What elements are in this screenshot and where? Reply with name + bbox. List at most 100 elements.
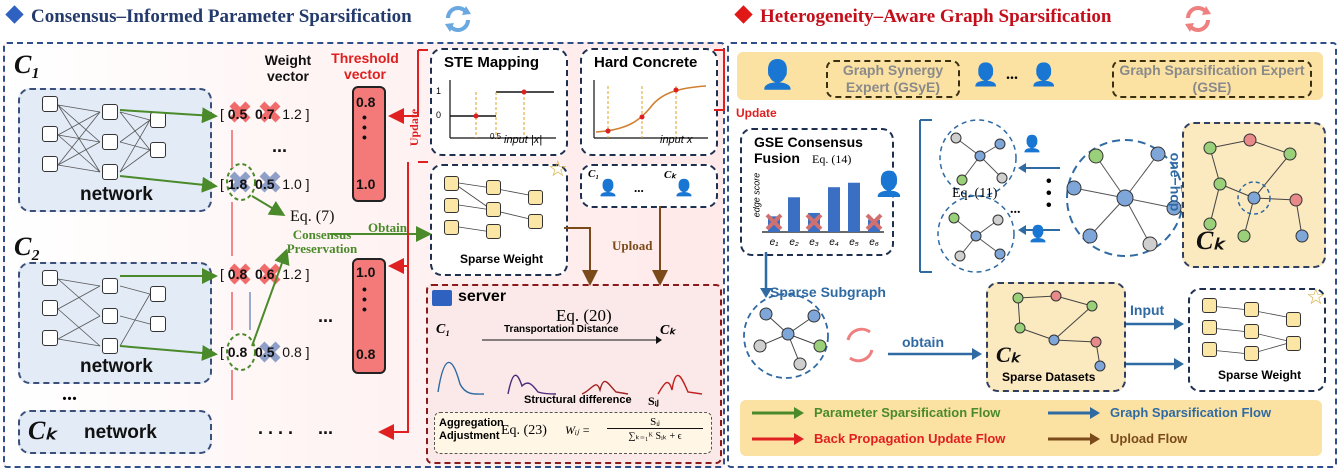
client-ck-network-label: network bbox=[84, 422, 157, 443]
threshold-value: 1.0 bbox=[356, 264, 376, 280]
user-icon: 👤 bbox=[674, 180, 694, 197]
sparse-weight-box-left: Sparse Weight bbox=[430, 164, 568, 276]
obtain-label: Obtain bbox=[368, 220, 408, 235]
one-hop-label: one−hop bbox=[1167, 152, 1184, 212]
red-diamond-icon bbox=[734, 5, 753, 24]
server-ck-label: Cₖ bbox=[660, 323, 676, 338]
client-c1-network-box: network bbox=[18, 88, 212, 212]
experts-ellipsis: ... bbox=[1006, 66, 1018, 83]
expert-icon: 👤 bbox=[1030, 62, 1058, 87]
weight-ellipsis: ... bbox=[318, 306, 334, 326]
hc-input-label: input x bbox=[660, 134, 693, 146]
threshold-vector-header: Threshold vector bbox=[331, 50, 399, 82]
sparse-datasets-graph bbox=[1012, 290, 1106, 372]
clients-to-server-box: C₁ Cₖ 👤 ... 👤 bbox=[580, 164, 718, 208]
eq20-label: Eq. (20) bbox=[556, 306, 612, 325]
aggregation-adjustment-box: Aggregation Adjustment Eq. (23) Wᵢⱼ = Sᵢ… bbox=[434, 412, 712, 454]
expert-icon: 👤 bbox=[1022, 136, 1042, 153]
gsye-box: Graph Synergy Expert (GSyE) bbox=[826, 60, 960, 98]
hard-concrete-title: Hard Concrete bbox=[594, 54, 698, 71]
structural-difference-label: Structural difference bbox=[524, 394, 632, 406]
weight-row-3: [ 0.8 0.6 1.2 ] bbox=[220, 266, 310, 282]
weight-row-2: [ 1.8 0.5 1.0 ] bbox=[220, 176, 310, 192]
ste-one-tick: 1 bbox=[436, 86, 442, 96]
legend-upload-flow: Upload Flow bbox=[1110, 431, 1188, 446]
transportation-distance-label: Transportation Distance bbox=[504, 324, 619, 335]
server-box[interactable]: server Eq. (20) C₁ Cₖ Transportation Dis… bbox=[426, 284, 722, 464]
update-label: Update bbox=[736, 106, 777, 120]
svg-text:•: • bbox=[1046, 173, 1052, 190]
weight-ellipsis: ... bbox=[272, 136, 288, 156]
threshold-value: 0.8 bbox=[356, 346, 376, 362]
edge-tick-label: e₄ bbox=[829, 237, 839, 248]
legend-box: Parameter Sparsification Flow Back Propa… bbox=[740, 400, 1322, 456]
hard-concrete-curve bbox=[593, 80, 708, 139]
clients-ellipsis: ... bbox=[62, 383, 77, 405]
gse-box: Graph Sparsification Expert (GSE) bbox=[1112, 60, 1312, 98]
client-ck-graph-label: Cₖ bbox=[1196, 226, 1225, 255]
threshold-ellipsis: • • • bbox=[362, 109, 367, 145]
input-label: Input bbox=[1130, 302, 1165, 318]
ste-half-tick: 0.5 bbox=[490, 132, 502, 141]
weight-value: 0.8 bbox=[282, 344, 302, 360]
star-icon: ☆ bbox=[548, 156, 568, 181]
sparse-weight-box-right: Sparse Weight bbox=[1188, 288, 1326, 392]
svg-text:•: • bbox=[1046, 185, 1052, 202]
gse-consensus-fusion-box: GSE Consensus Fusion Eq. (14) edge score… bbox=[740, 128, 894, 256]
edge-tick-label: e₅ bbox=[849, 237, 859, 248]
edge-score-bar bbox=[788, 197, 800, 232]
weight-vector-header: Weight vector bbox=[264, 52, 312, 84]
consensus-preservation-label: Consensus Preservation bbox=[286, 227, 358, 256]
legend-graph-flow: Graph Sparsification Flow bbox=[1110, 405, 1272, 420]
fusion-title: GSE Consensus Fusion bbox=[754, 134, 863, 166]
client-ck-graph-box: Cₖ bbox=[1182, 122, 1326, 268]
client-ck-graph bbox=[1203, 133, 1309, 243]
right-title: Heterogeneity–Aware Graph Sparsification bbox=[734, 5, 1111, 28]
obtain-graph-label: obtain bbox=[902, 334, 944, 350]
sparse-datasets-label: Sparse Datasets bbox=[1002, 370, 1096, 384]
legend-param-flow: Parameter Sparsification Flow bbox=[814, 405, 1001, 420]
star-icon: ☆ bbox=[1306, 284, 1326, 309]
eq7-label: Eq. (7) bbox=[290, 208, 335, 225]
formula-denominator: ∑ₖ₌₁ᴷ Sᵢₖ + ϵ bbox=[628, 431, 682, 442]
edge-removed-mark bbox=[765, 213, 783, 231]
weight-row-4: [ 0.8 0.5 0.8 ] bbox=[220, 344, 310, 360]
ste-mapping-title: STE Mapping bbox=[444, 54, 539, 71]
sij-label: Sᵢⱼ bbox=[648, 394, 659, 408]
ste-zero-tick: 0 bbox=[436, 110, 442, 120]
client-c1-network-label: network bbox=[80, 184, 153, 205]
svg-text:•: • bbox=[1046, 197, 1052, 214]
expert-icon: 👤 bbox=[1028, 226, 1048, 243]
user-icon: 👤 bbox=[598, 180, 618, 197]
client-c1-label: C₁ bbox=[588, 168, 600, 180]
clients-ellipsis: ... bbox=[634, 180, 644, 195]
client-ck-label: Cₖ bbox=[664, 169, 677, 181]
client-ck-label: Cₖ bbox=[28, 416, 57, 445]
edge-tick-label: e₂ bbox=[789, 237, 799, 248]
formula-lhs: Wᵢⱼ = bbox=[565, 423, 591, 437]
refresh-cycle-icon bbox=[1185, 6, 1211, 32]
legend-arrows-left bbox=[752, 407, 804, 445]
weight-ellipsis: . . . . bbox=[258, 418, 294, 438]
aggregation-adjustment-label: Aggregation Adjustment bbox=[439, 417, 504, 442]
eq14-label: Eq. (14) bbox=[812, 152, 852, 166]
weight-value: 1.8 bbox=[227, 176, 248, 192]
expert-icon: 👤 bbox=[972, 62, 1000, 87]
server-expert-icon: 👤 bbox=[874, 172, 904, 198]
threshold-ellipsis: • • • bbox=[362, 281, 367, 317]
ste-input-label: input |x| bbox=[504, 134, 543, 146]
sparse-datasets-ck-label: Cₖ bbox=[996, 342, 1021, 367]
edge-score-bar bbox=[828, 187, 840, 232]
refresh-cycle-icon bbox=[445, 6, 471, 32]
server-database-icon bbox=[432, 290, 452, 306]
sparse-weight-label: Sparse Weight bbox=[1218, 368, 1302, 382]
eq11-ellipsis: ... bbox=[1010, 202, 1021, 217]
sparse-datasets-box: Cₖ Sparse Datasets bbox=[986, 282, 1126, 392]
formula-numerator: Sᵢⱼ bbox=[607, 415, 703, 429]
hard-concrete-box: Hard Concrete input x bbox=[580, 48, 718, 156]
client-c2-label: C₂ bbox=[14, 232, 41, 261]
edge-score-chart: e₁ e₂ e₃ e₄ e₅ e₆ bbox=[762, 182, 884, 248]
weight-value: 0.5 bbox=[255, 176, 275, 192]
weight-value: 1.2 bbox=[282, 106, 302, 122]
legend-bp-flow: Back Propagation Update Flow bbox=[814, 431, 1006, 446]
